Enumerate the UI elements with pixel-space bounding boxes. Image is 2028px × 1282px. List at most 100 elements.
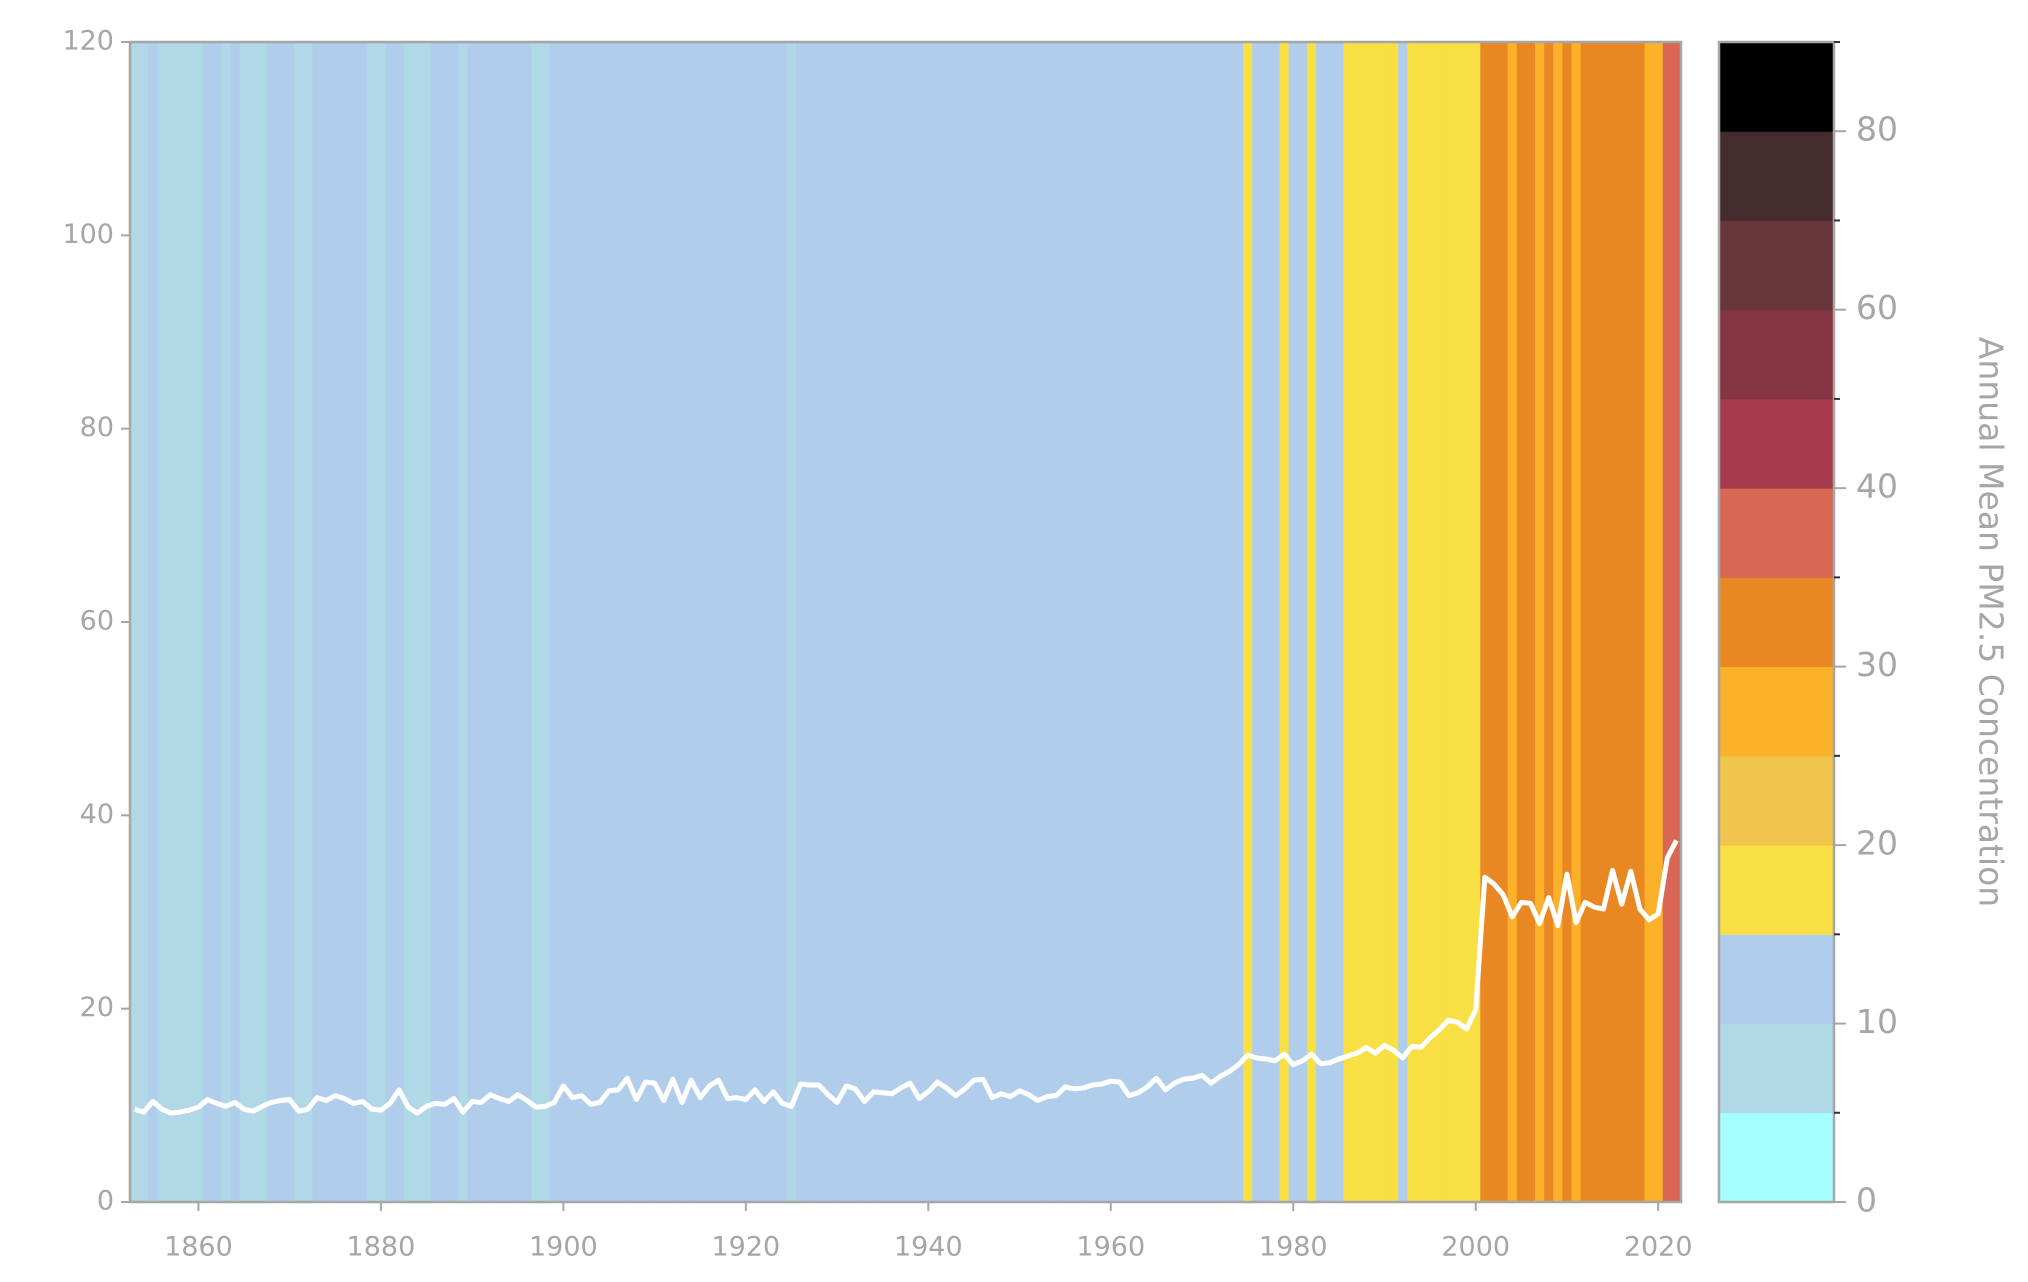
stripe	[257, 42, 268, 1202]
stripe	[1160, 42, 1171, 1202]
stripe	[1589, 42, 1600, 1202]
colorbar-band	[1719, 42, 1834, 132]
stripe	[1060, 42, 1071, 1202]
line	[133, 839, 1679, 1116]
colorbar-band	[1719, 131, 1834, 221]
stripe	[1343, 42, 1354, 1202]
stripe	[887, 42, 897, 1202]
stripe	[1206, 42, 1217, 1202]
x-tick-label: 2000	[1441, 1232, 1510, 1263]
stripe	[1042, 42, 1053, 1202]
stripe	[905, 42, 916, 1202]
colorbar-tick-label: 30	[1856, 645, 1898, 684]
stripe	[1370, 42, 1381, 1202]
stripe	[1598, 42, 1609, 1202]
stripe	[1133, 42, 1144, 1202]
stripe	[1434, 42, 1445, 1202]
stripe	[677, 42, 688, 1202]
y-tick-label: 120	[62, 26, 114, 57]
stripe	[1535, 42, 1545, 1202]
stripe	[1389, 42, 1399, 1202]
stripe	[850, 42, 861, 1202]
x-tick-label: 1960	[1076, 1232, 1145, 1263]
stripe	[1507, 42, 1518, 1202]
stripe	[978, 42, 989, 1202]
stripe	[613, 42, 624, 1202]
colorbar-label: Annual Mean PM2.5 Concentration	[1972, 337, 2011, 907]
colorbar-tick-label: 60	[1856, 288, 1898, 327]
stripe	[941, 42, 952, 1202]
colorbar-band	[1719, 666, 1834, 757]
stripe	[1151, 42, 1162, 1202]
colorbar-band	[1719, 488, 1834, 578]
y-tick-label: 0	[97, 1186, 114, 1217]
stripe	[1662, 42, 1673, 1202]
stripe	[494, 42, 505, 1202]
stripe	[1361, 42, 1372, 1202]
stripe	[1325, 42, 1335, 1202]
stripe	[248, 42, 259, 1202]
stripe	[212, 42, 222, 1202]
stripe	[1288, 42, 1299, 1202]
stripe	[987, 42, 998, 1202]
stripe	[1452, 42, 1463, 1202]
stripe	[732, 42, 742, 1202]
stripe	[1571, 42, 1582, 1202]
stripe	[1379, 42, 1390, 1202]
stripe	[175, 42, 186, 1202]
stripe	[1608, 42, 1618, 1202]
colorbar-frame	[1717, 40, 1836, 1204]
stripe	[1516, 42, 1527, 1202]
stripe	[896, 42, 907, 1202]
stripe	[385, 42, 396, 1202]
stripe	[577, 42, 587, 1202]
stripe	[1462, 42, 1472, 1202]
colorbar-tick-label: 20	[1856, 824, 1898, 863]
stripe	[1480, 42, 1491, 1202]
stripe	[1051, 42, 1062, 1202]
stripe	[1097, 42, 1107, 1202]
stripe	[841, 42, 852, 1202]
stripe	[412, 42, 423, 1202]
stripe	[567, 42, 578, 1202]
stripe	[622, 42, 633, 1202]
stripe	[1024, 42, 1034, 1202]
stripe	[640, 42, 651, 1202]
stripe	[513, 42, 523, 1202]
stripe	[878, 42, 888, 1202]
stripe	[1316, 42, 1326, 1202]
stripe	[321, 42, 332, 1202]
stripe	[376, 42, 387, 1202]
stripe	[1525, 42, 1536, 1202]
stripe	[1106, 42, 1116, 1202]
stripe	[421, 42, 432, 1202]
stripe	[558, 42, 569, 1202]
stripe	[157, 42, 168, 1202]
stripe	[522, 42, 533, 1202]
x-tick-label: 2020	[1624, 1232, 1693, 1263]
stripe	[275, 42, 286, 1202]
stripe	[1626, 42, 1636, 1202]
stripe	[358, 42, 368, 1202]
stripe	[531, 42, 542, 1202]
stripe	[823, 42, 834, 1202]
stripe	[1261, 42, 1272, 1202]
stripe	[1297, 42, 1308, 1202]
stripe	[1014, 42, 1025, 1202]
stripe	[768, 42, 779, 1202]
colorbar-tick-label: 40	[1856, 467, 1898, 506]
y-tick-label: 20	[80, 992, 114, 1023]
stripe	[1580, 42, 1591, 1202]
colorbar-band	[1719, 1112, 1834, 1203]
stripe	[303, 42, 314, 1202]
stripe	[814, 42, 824, 1202]
x-tick-label: 1880	[347, 1232, 416, 1263]
stripe	[932, 42, 943, 1202]
stripe	[1270, 42, 1281, 1202]
stripe	[184, 42, 195, 1202]
stripe	[339, 42, 350, 1202]
stripe	[1416, 42, 1427, 1202]
stripe	[704, 42, 715, 1202]
stripe	[1425, 42, 1436, 1202]
stripe	[476, 42, 487, 1202]
